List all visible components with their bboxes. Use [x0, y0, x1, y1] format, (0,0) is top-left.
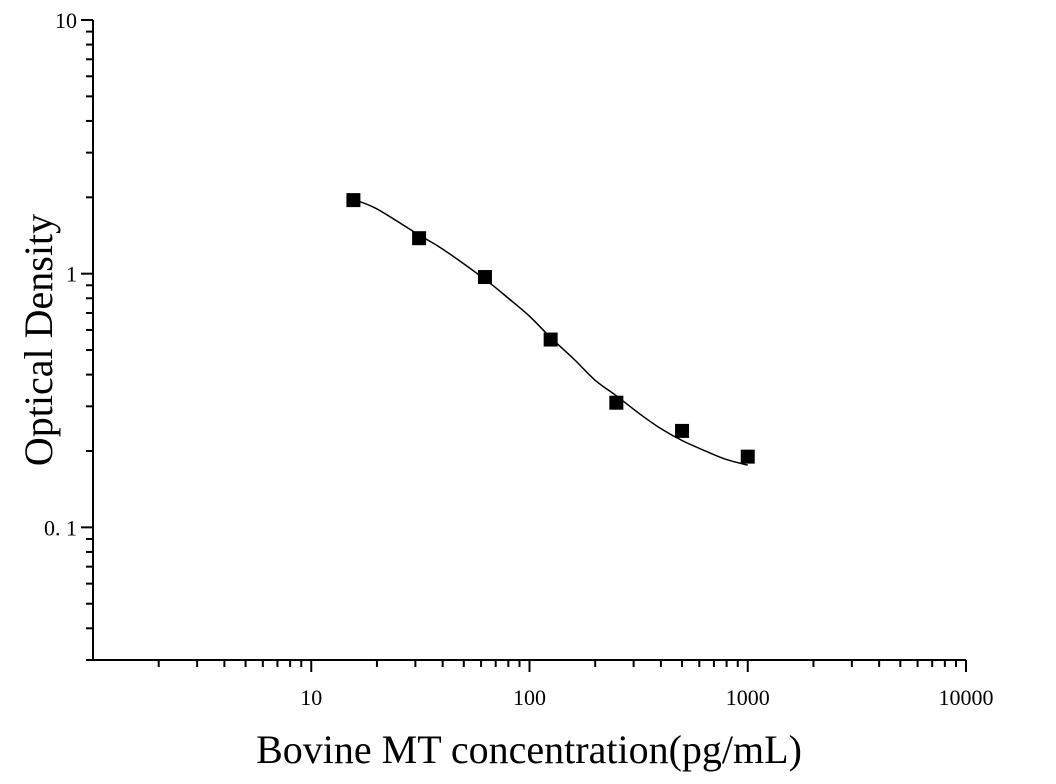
data-point: [543, 332, 558, 347]
data-points: [346, 193, 755, 464]
y-tick-label: 0. 1: [44, 515, 77, 540]
data-point: [675, 423, 690, 438]
x-tick-label: 10: [300, 685, 322, 710]
x-axis-title: Bovine MT concentration(pg/mL): [256, 727, 802, 772]
data-point: [740, 449, 755, 464]
fit-curve-layer: [353, 198, 748, 466]
x-tick-label: 100: [513, 685, 546, 710]
data-point: [477, 270, 492, 285]
data-point: [346, 193, 361, 208]
y-axis-title: Optical Density: [16, 214, 61, 466]
fit-curve: [353, 198, 748, 466]
x-tick-label: 10000: [939, 685, 994, 710]
data-point: [412, 231, 427, 246]
data-point: [609, 395, 624, 410]
ticks: 10 100 1000 10000 0. 1 1 10: [44, 8, 994, 710]
axes: [92, 20, 966, 661]
y-tick-label: 10: [55, 8, 77, 33]
x-tick-label: 1000: [726, 685, 770, 710]
y-tick-label: 1: [66, 262, 77, 287]
